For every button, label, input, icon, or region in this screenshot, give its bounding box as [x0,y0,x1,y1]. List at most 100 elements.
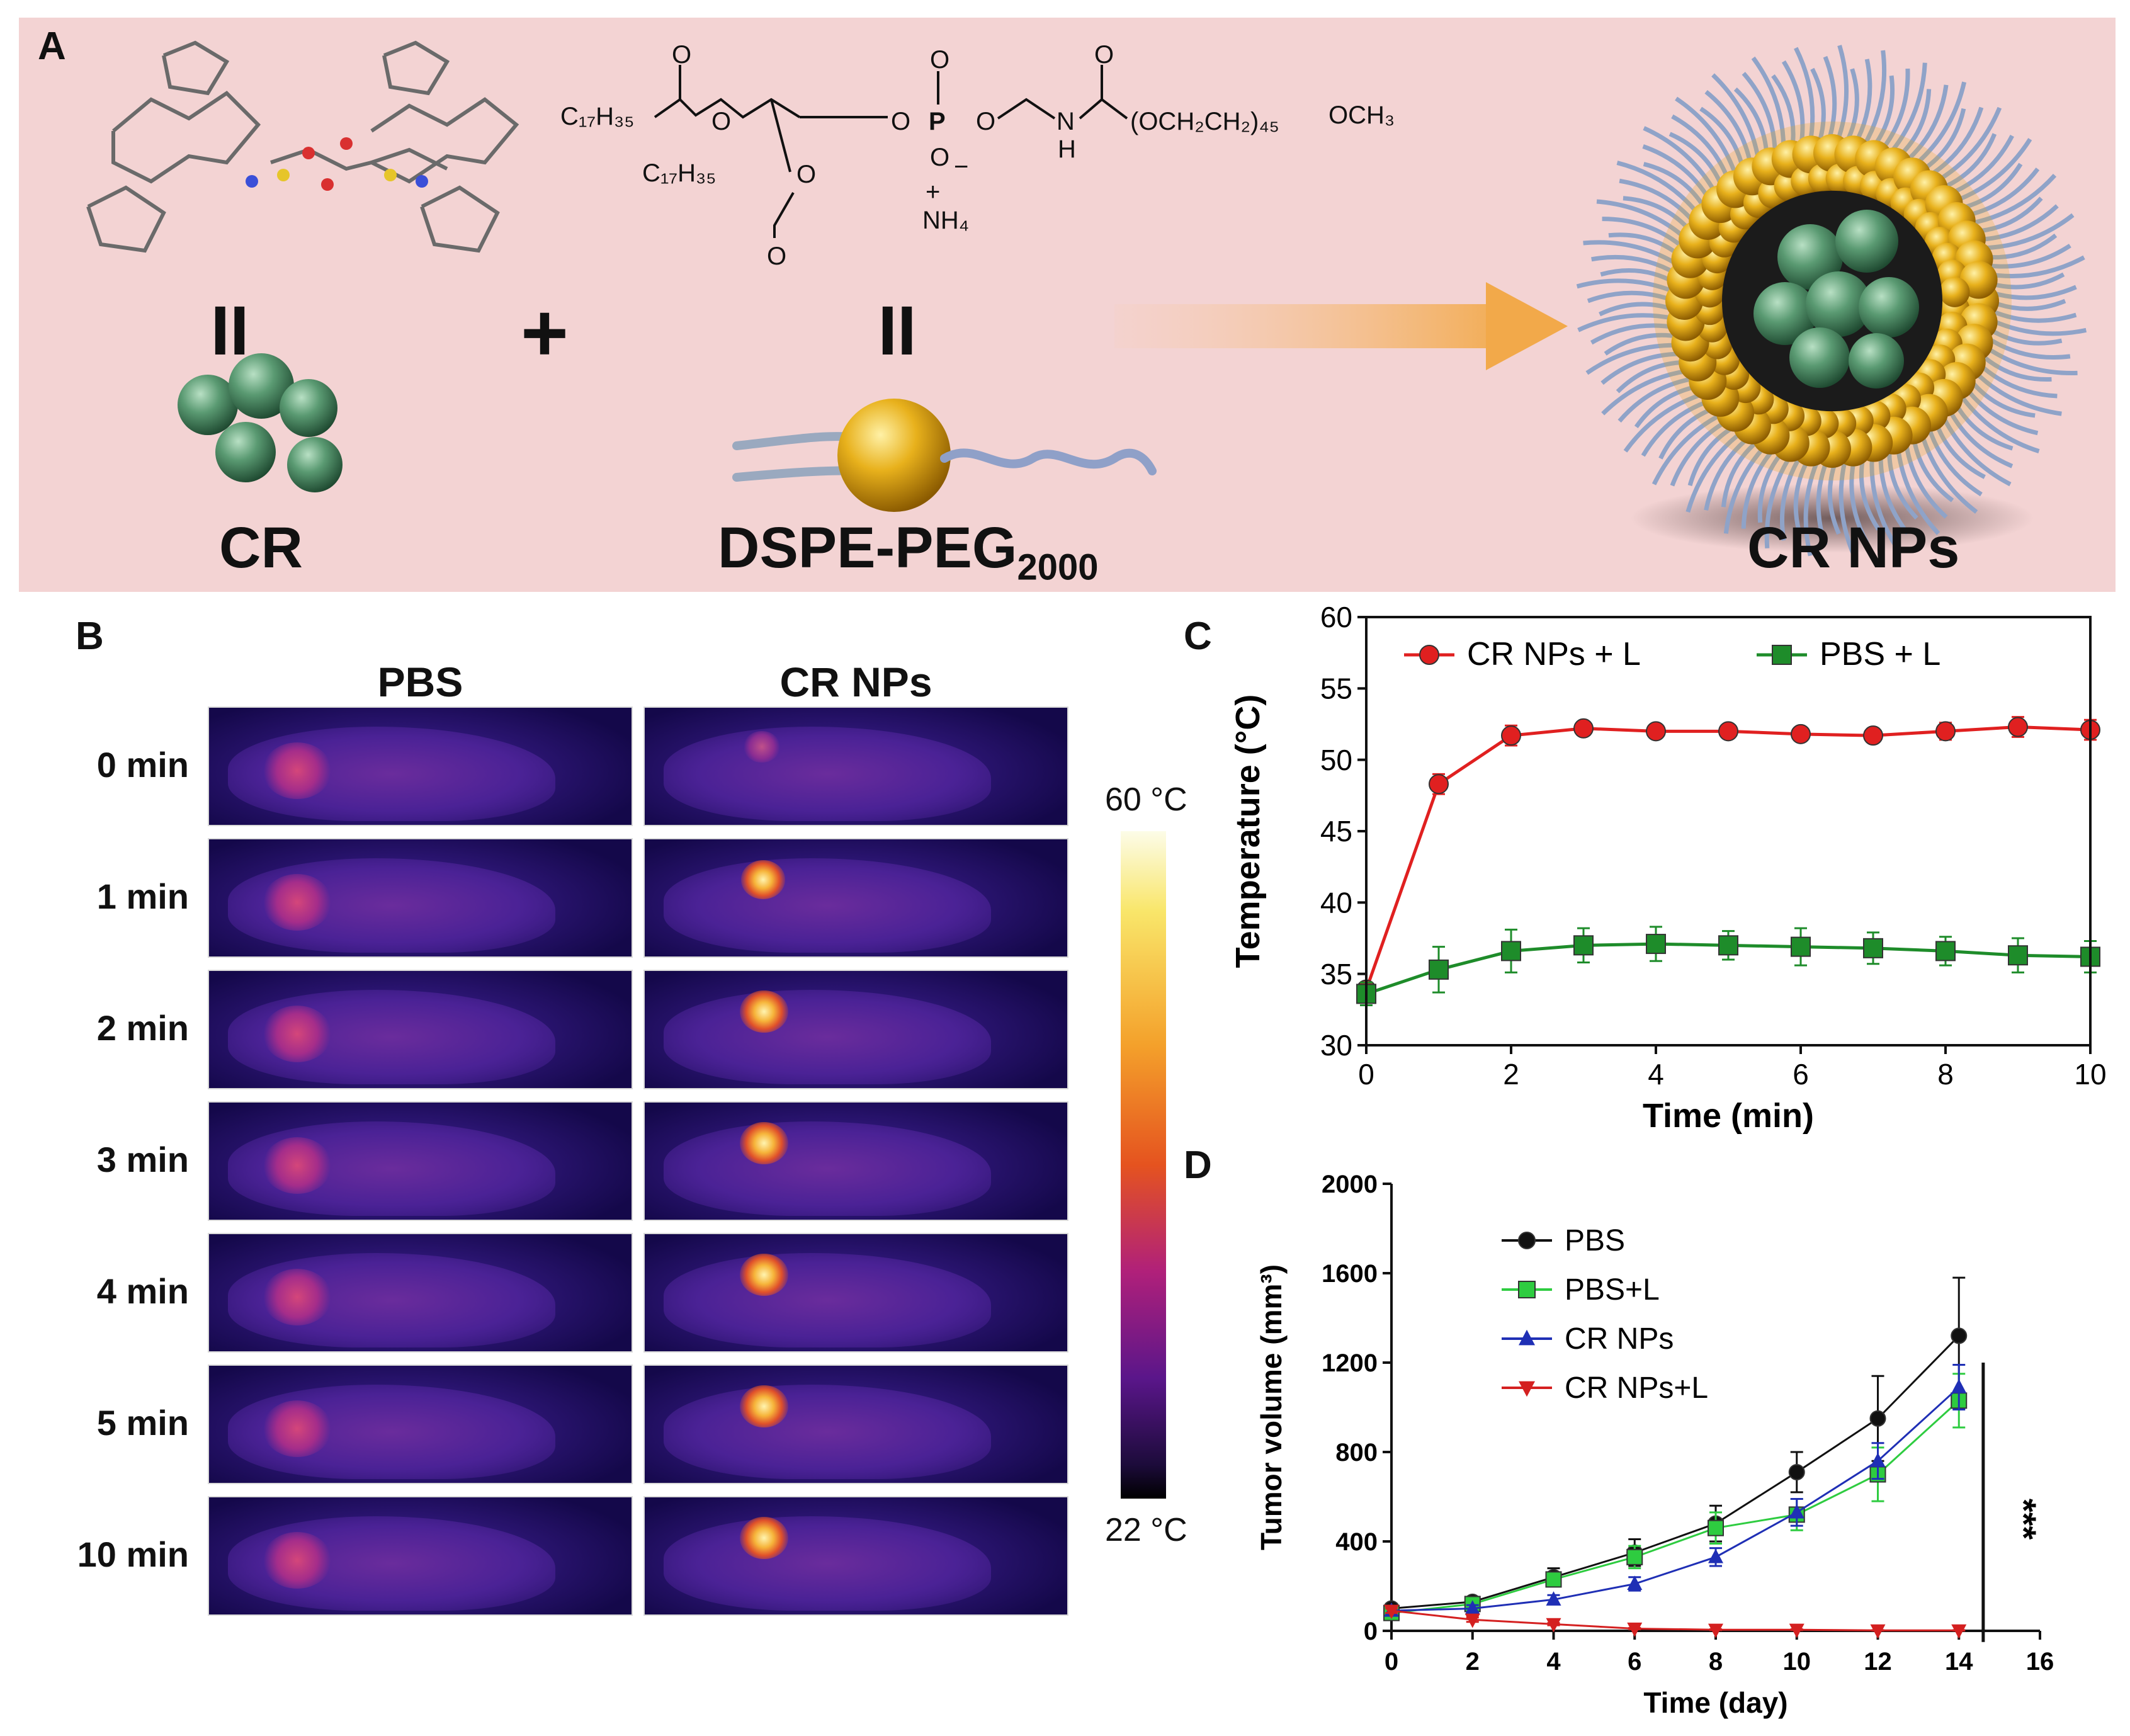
legend-marker [1518,1232,1536,1249]
peg-chain [1861,50,1887,148]
thermal-image-crnps [643,1496,1068,1616]
data-point [1429,774,1449,795]
peg-chain [1852,59,1872,147]
peg-chain [1912,81,1967,168]
dspe-peg-illustration [732,399,1157,512]
chart-d-tumor-volume: 0 2 4 6 8 10 12 14 16 0 400 800 1200 1600 2000 Time (da… [1255,1171,2054,1719]
peg-chain [1888,62,1927,156]
x-tick-label: 14 [1945,1648,1973,1676]
peg-chain [1911,435,1954,502]
peg-chain [1895,444,1940,535]
peg-chain [1616,161,1702,218]
peg-chain [1927,106,1984,178]
data-point [1708,1548,1723,1563]
peg-chain [1988,308,2077,323]
heat-spot [740,1385,788,1428]
chem-n: N [1057,108,1075,135]
data-point [1788,1463,1805,1480]
peg-chain [1946,406,2014,468]
thermal-image-pbs [208,970,633,1089]
data-point [1501,941,1521,962]
legend-marker [1772,645,1792,665]
mouse-body-silhouette [664,858,991,953]
panel-letter-c: C [1184,615,1212,658]
data-point [1626,1548,1643,1565]
chem-o-8: O [1094,41,1114,69]
peg-chain [1849,456,1869,544]
heat-spot [740,990,788,1033]
peg-chain [1751,56,1786,152]
thermal-image-pbs [208,838,633,958]
x-tick-label: 0 [1358,1058,1374,1091]
peg-chain [1940,133,1997,190]
y-tick-label: 1600 [1322,1260,1378,1288]
peg-chain [1742,72,1777,155]
col-header-pbs: PBS [377,659,463,705]
chem-o-1: O [672,41,691,69]
y-tick-label: 55 [1320,672,1352,705]
legend-marker [1419,645,1439,665]
peg-chain [1934,106,2002,184]
peg-chain [1596,199,1689,242]
x-tick-label: 16 [2026,1648,2054,1676]
y-tick-label: 0 [1364,1618,1378,1645]
x-tick-label: 12 [1864,1648,1892,1676]
peg-chain [1576,278,1676,294]
legend-marker [1519,1329,1535,1346]
peg-chain [1602,217,1685,250]
row-label-time: 1 min [96,877,189,916]
heat-spot [263,742,332,799]
data-point [1573,935,1594,956]
peg-chain [1604,332,1680,356]
peg-chain [1953,138,2032,204]
dspe-peg-subscript: 2000 [1017,547,1099,588]
chem-peg: (OCH₂CH₂)₄₅ [1130,108,1279,135]
row-label-time: 5 min [96,1403,189,1443]
x-tick-label: 10 [1783,1648,1811,1676]
thermal-image-crnps [643,838,1068,958]
x-tick-label: 8 [1937,1058,1954,1091]
x-tick-label: 4 [1648,1058,1664,1091]
x-tick-label: 2 [1466,1648,1480,1676]
data-point [1789,1623,1804,1638]
peg-chain [1887,447,1918,520]
peg-chain [1711,73,1761,162]
mouse-body-silhouette [664,1121,991,1216]
dspe-peg-name: DSPE-PEG [718,516,1017,580]
peg-chain [1838,457,1856,557]
peg-chain [1741,446,1777,529]
peg-chain [1651,412,1724,485]
peg-chain [1964,167,2040,218]
peg-chain [1981,343,2078,376]
chem-c17h35-bottom: C₁₇H₃₅ [642,159,716,187]
colorbar-min-label: 22 °C [1105,1512,1187,1548]
row-label-time: 4 min [96,1271,189,1311]
peg-chain [1903,440,1948,519]
heat-spot [740,1122,788,1165]
process-arrow [1114,282,1568,370]
y-tick-label: 1200 [1322,1349,1378,1377]
peg-chain [1590,323,1678,345]
chem-plus: + [926,178,940,206]
series-line [1391,1609,1959,1631]
data-point [1951,1378,1967,1393]
panel-letter-b: B [76,615,104,658]
legend-label: PBS [1565,1224,1625,1257]
y-axis-label: Tumor volume (mm³) [1255,1264,1288,1550]
chem-o-7: O [976,108,995,135]
data-point [1870,1453,1886,1467]
peg-chain [1975,360,2058,399]
thermal-image-pbs [208,1101,633,1221]
data-point [1501,725,1521,746]
series-pbs-l [1356,926,2100,1007]
data-point [1951,1327,1968,1344]
data-point [1718,721,1738,742]
colorbar-max-label: 60 °C [1105,781,1187,818]
temperature-colorbar [1121,831,1166,1499]
chem-nh4: NH₄ [922,207,969,234]
thermal-image-pbs [208,1496,633,1616]
peg-chain [1601,368,1692,416]
peg-chain [1918,430,1978,514]
peg-chain [1704,434,1753,511]
peg-chain [1670,417,1730,487]
